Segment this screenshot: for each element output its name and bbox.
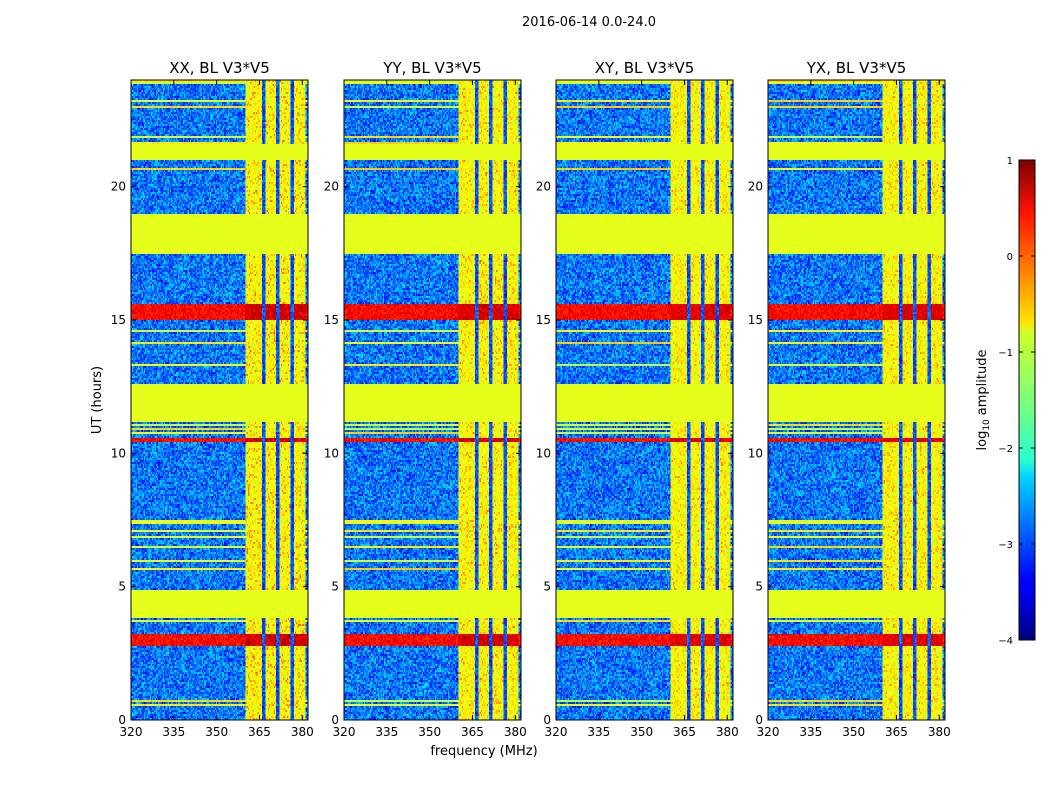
x-tick-label: 320 <box>545 725 568 739</box>
y-tick-label: 0 <box>543 713 551 727</box>
y-tick-label: 10 <box>111 446 126 460</box>
x-tick-label: 350 <box>418 725 441 739</box>
y-tick-label: 0 <box>118 713 126 727</box>
colorbar-label-rest: amplitude <box>975 350 990 416</box>
colorbar-label-base: log <box>975 431 990 451</box>
y-tick-label: 0 <box>331 713 339 727</box>
panel-title: XX, BL V3*V5 <box>169 59 270 77</box>
y-tick-label: 15 <box>536 313 551 327</box>
y-tick-label: 20 <box>324 180 339 194</box>
x-tick-label: 335 <box>162 725 185 739</box>
y-tick-label: 15 <box>748 313 763 327</box>
x-tick-label: 380 <box>716 725 739 739</box>
y-tick-label: 0 <box>755 713 763 727</box>
y-tick-label: 20 <box>111 180 126 194</box>
plot-frame <box>555 79 734 721</box>
x-axis-label: frequency (MHz) <box>430 744 537 759</box>
y-tick-label: 5 <box>118 580 126 594</box>
colorbar-label: log10 amplitude <box>975 350 992 451</box>
panel-title: YX, BL V3*V5 <box>806 59 907 77</box>
heatmap-image <box>768 80 945 720</box>
y-tick-label: 15 <box>324 313 339 327</box>
colorbar-ticks: 1 0 −1 −2 −3 −4 <box>998 156 1035 647</box>
x-tick-label: 320 <box>757 725 780 739</box>
plot-frame <box>767 79 946 721</box>
colorbar-tick-label: 0 <box>1007 252 1013 263</box>
plot-frame <box>343 79 522 721</box>
heatmap-image <box>556 80 733 720</box>
x-tick-label: 335 <box>587 725 610 739</box>
y-tick-label: 5 <box>755 580 763 594</box>
x-tick-label: 350 <box>842 725 865 739</box>
colorbar-label-subscript: 10 <box>982 419 992 431</box>
panel-title: XY, BL V3*V5 <box>595 59 695 77</box>
y-tick-label: 5 <box>331 580 339 594</box>
panel-1: XX, BL V3*V5 320 335 350 365 380 0 5 10 15 20 <box>111 59 314 739</box>
y-tick-label: 20 <box>748 180 763 194</box>
x-tick-label: 350 <box>205 725 228 739</box>
panel-title: YY, BL V3*V5 <box>382 59 481 77</box>
panel-3: XY, BL V3*V5 320 335 350 365 380 0 5 10 15 20 <box>536 59 739 739</box>
x-tick-label: 335 <box>799 725 822 739</box>
y-tick-label: 10 <box>536 446 551 460</box>
y-tick-label: 20 <box>536 180 551 194</box>
y-axis-label: UT (hours) <box>90 366 105 434</box>
y-tick-label: 10 <box>324 446 339 460</box>
panel-2: YY, BL V3*V5 320 335 350 365 380 0 5 10 15 20 <box>324 59 527 739</box>
panel-4: YX, BL V3*V5 320 335 350 365 380 0 5 10 15 20 <box>748 59 951 739</box>
x-tick-label: 350 <box>630 725 653 739</box>
y-tick-label: 5 <box>543 580 551 594</box>
x-tick-label: 365 <box>885 725 908 739</box>
x-tick-label: 380 <box>928 725 951 739</box>
y-tick-label: 15 <box>111 313 126 327</box>
x-tick-label: 380 <box>291 725 314 739</box>
x-tick-label: 320 <box>120 725 143 739</box>
x-tick-label: 365 <box>248 725 271 739</box>
colorbar-tick-label: −3 <box>998 540 1013 551</box>
x-tick-label: 365 <box>461 725 484 739</box>
x-tick-label: 365 <box>673 725 696 739</box>
colorbar-tick-label: 1 <box>1007 156 1013 167</box>
colorbar-tick-label: −2 <box>998 444 1013 455</box>
colorbar: 10−1−2−3−4 log10amplitude <box>975 156 1036 647</box>
y-tick-label: 10 <box>748 446 763 460</box>
x-tick-label: 380 <box>504 725 527 739</box>
figure-suptitle: 2016-06-14 0.0-24.0 <box>522 15 656 30</box>
colorbar-tick-label: −4 <box>998 636 1013 647</box>
plot-frame <box>130 79 309 721</box>
colorbar-tick-label: −1 <box>998 348 1013 359</box>
colorbar-gradient <box>1018 159 1036 641</box>
heatmap-image <box>344 80 521 720</box>
heatmap-image <box>131 80 308 720</box>
x-tick-label: 320 <box>333 725 356 739</box>
x-tick-label: 335 <box>375 725 398 739</box>
